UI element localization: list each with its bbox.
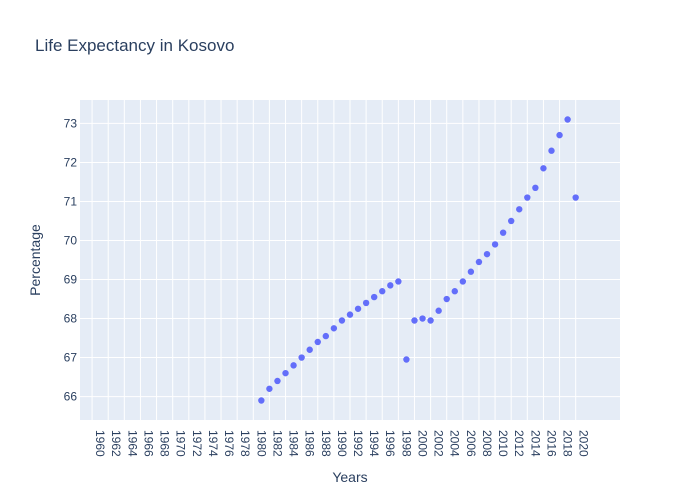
x-tick-label: 1998 xyxy=(399,430,413,457)
data-point[interactable] xyxy=(419,315,426,322)
data-point[interactable] xyxy=(338,317,346,324)
y-tick-label: 71 xyxy=(64,194,78,208)
data-point[interactable] xyxy=(274,377,281,385)
x-tick-label: 2014 xyxy=(528,430,542,457)
y-tick-label: 73 xyxy=(64,116,78,130)
x-tick-label: 2018 xyxy=(561,430,575,457)
x-tick-label: 2020 xyxy=(577,430,591,457)
data-point[interactable] xyxy=(475,258,483,266)
x-tick-label: 1960 xyxy=(93,430,107,457)
x-tick-label: 2004 xyxy=(448,430,462,457)
x-tick-label: 2012 xyxy=(512,430,526,457)
data-point[interactable] xyxy=(379,288,386,295)
data-point[interactable] xyxy=(564,116,571,123)
data-point[interactable] xyxy=(507,217,515,225)
x-tick-label: 1976 xyxy=(222,430,236,457)
x-tick-label: 1974 xyxy=(206,430,220,457)
x-tick-label: 1994 xyxy=(367,430,381,457)
x-tick-label: 1980 xyxy=(254,430,268,457)
data-point[interactable] xyxy=(314,338,321,346)
data-point[interactable] xyxy=(499,229,507,236)
data-point[interactable] xyxy=(411,317,418,324)
data-point[interactable] xyxy=(403,356,410,363)
x-tick-label: 1966 xyxy=(141,430,155,457)
data-point[interactable] xyxy=(266,385,273,392)
data-point[interactable] xyxy=(516,206,523,213)
data-point[interactable] xyxy=(298,354,305,361)
y-tick-label: 66 xyxy=(64,390,78,404)
data-point[interactable] xyxy=(556,131,563,139)
data-point[interactable] xyxy=(395,278,402,285)
x-tick-label: 2016 xyxy=(544,430,558,457)
data-point[interactable] xyxy=(306,346,313,353)
x-tick-label: 1968 xyxy=(158,430,172,457)
data-point[interactable] xyxy=(548,147,555,154)
y-tick-label: 68 xyxy=(64,312,78,326)
x-tick-label: 2008 xyxy=(480,430,494,457)
x-tick-label: 1972 xyxy=(190,430,204,457)
x-tick-label: 1964 xyxy=(125,430,139,457)
x-tick-label: 1970 xyxy=(174,430,188,457)
x-gridlines xyxy=(91,100,577,420)
data-point[interactable] xyxy=(370,293,378,301)
data-point[interactable] xyxy=(540,165,547,172)
data-point[interactable] xyxy=(322,332,330,340)
x-tick-label: 1962 xyxy=(109,430,123,457)
data-point[interactable] xyxy=(491,241,499,248)
x-tick-label: 2002 xyxy=(432,430,446,457)
y-tick-label: 70 xyxy=(64,233,78,247)
x-tick-label: 1978 xyxy=(238,430,252,457)
data-point[interactable] xyxy=(387,282,394,289)
x-tick-label: 1986 xyxy=(303,430,317,457)
data-point[interactable] xyxy=(354,305,362,312)
data-point[interactable] xyxy=(572,194,579,201)
data-point[interactable] xyxy=(427,317,434,324)
data-markers xyxy=(258,116,579,404)
x-tick-label: 1992 xyxy=(351,430,365,457)
data-point[interactable] xyxy=(467,268,475,275)
chart-title: Life Expectancy in Kosovo xyxy=(35,36,234,55)
data-point[interactable] xyxy=(282,369,289,377)
y-axis-label: Percentage xyxy=(27,224,43,296)
data-point[interactable] xyxy=(443,295,450,303)
x-tick-label: 1982 xyxy=(270,430,284,457)
data-point[interactable] xyxy=(524,194,531,201)
x-tick-label: 2000 xyxy=(415,430,429,457)
x-tick-label: 1984 xyxy=(287,430,301,457)
data-point[interactable] xyxy=(483,250,491,258)
data-point[interactable] xyxy=(258,397,265,404)
x-tick-label: 1990 xyxy=(335,430,349,457)
x-axis-label: Years xyxy=(332,469,367,485)
data-point[interactable] xyxy=(451,288,458,295)
y-tick-label: 67 xyxy=(64,351,78,365)
data-point[interactable] xyxy=(532,184,539,192)
x-tick-label: 1988 xyxy=(319,430,333,457)
y-tick-label: 72 xyxy=(64,155,78,169)
data-point[interactable] xyxy=(362,299,370,307)
data-point[interactable] xyxy=(346,311,354,318)
data-point[interactable] xyxy=(330,325,338,332)
x-tick-labels: 1960 1962 1964 1966 1968 1970 1972 1974 1976 1978… xyxy=(93,430,591,457)
y-tick-labels: 66 67 68 69 70 71 72 73 xyxy=(64,116,78,403)
x-tick-label: 2010 xyxy=(496,430,510,457)
data-point[interactable] xyxy=(459,278,467,285)
data-point[interactable] xyxy=(435,307,442,314)
x-tick-label: 1996 xyxy=(383,430,397,457)
x-tick-label: 2006 xyxy=(464,430,478,457)
y-gridlines xyxy=(80,122,620,398)
y-tick-label: 69 xyxy=(64,273,78,287)
data-point[interactable] xyxy=(290,362,297,369)
